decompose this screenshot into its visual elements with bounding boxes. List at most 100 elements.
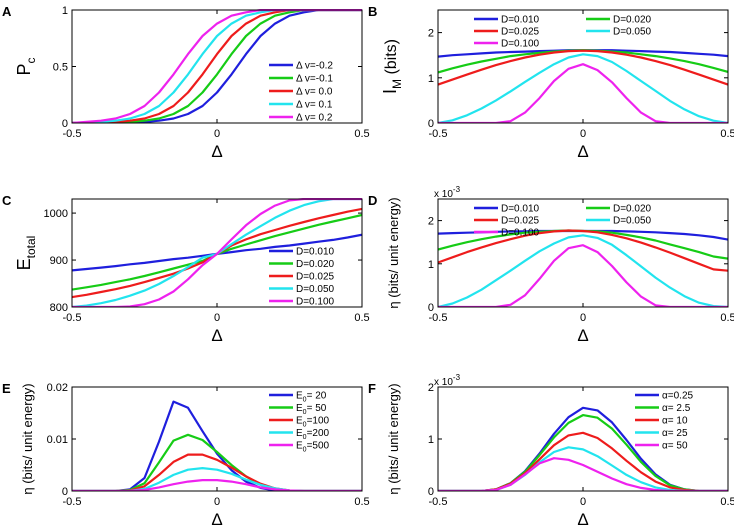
- legend-label-2: Δ v=-0.1: [296, 74, 333, 85]
- series-line-3: [438, 49, 728, 86]
- legend-label-rest: = 20: [307, 391, 327, 402]
- legend-label-5: D=0.100: [501, 39, 540, 50]
- legend-label-text: D=0.020: [613, 15, 652, 26]
- x-axis-label: Δ: [211, 510, 222, 529]
- y-tick-label: 1: [428, 434, 434, 446]
- legend-label-sym: E: [296, 403, 303, 414]
- legend-label-3: α= 10: [662, 416, 688, 427]
- y-axis-label-sub: c: [24, 57, 38, 63]
- legend-label-text: D=0.010: [501, 15, 540, 26]
- panel-letter: E: [2, 381, 11, 396]
- x-tick-label: 0.5: [354, 128, 369, 140]
- legend-label-rest: = 50: [668, 441, 688, 452]
- legend-label-text: D=0.100: [501, 39, 540, 50]
- series-line-4: [438, 446, 728, 492]
- y-axis-label-sub: M: [390, 79, 404, 89]
- legend-label-3: Δ v= 0.0: [296, 87, 333, 98]
- legend-label-1: D=0.010: [296, 247, 335, 258]
- legend-label-sub: 0: [303, 422, 307, 429]
- panel-letter: F: [368, 381, 376, 396]
- series-line-3: [438, 229, 728, 272]
- legend-label-sym: E: [296, 391, 303, 402]
- x-tick-label: -0.5: [429, 496, 448, 508]
- legend-label-rest: =0.25: [668, 391, 694, 402]
- legend-label-sub: 0: [303, 447, 307, 454]
- legend-label-sub: 0: [303, 434, 307, 441]
- legend-label-sub: 0: [303, 397, 307, 404]
- y-tick-label: 0.02: [47, 382, 68, 394]
- legend-label-text: D=0.010: [501, 204, 540, 215]
- y-axis-label-main: E: [14, 258, 34, 270]
- legend-label-text: D=0.010: [296, 247, 335, 258]
- legend-label-text: D=0.050: [613, 27, 652, 38]
- legend-label-1: α=0.25: [662, 391, 694, 402]
- legend-label-sym: α: [662, 403, 668, 414]
- legend-label-sym: E: [296, 428, 303, 439]
- series-line-4: [438, 234, 728, 308]
- panel-letter: C: [2, 193, 12, 208]
- legend-label-rest: v=-0.1: [302, 74, 333, 85]
- legend-label-rest: =200: [307, 428, 330, 439]
- x-tick-label: 0: [580, 312, 586, 324]
- axis-multiplier-exp: -3: [453, 373, 461, 382]
- series-line-4: [438, 53, 728, 124]
- y-axis-label-tail: (bits): [383, 39, 400, 79]
- x-tick-label: 0.5: [720, 496, 734, 508]
- legend-label-4: E0=200: [296, 428, 330, 441]
- y-axis-label-main: η (bits/ unit energy): [386, 383, 401, 494]
- x-tick-label: -0.5: [63, 496, 82, 508]
- x-tick-label: 0: [580, 496, 586, 508]
- y-tick-label: 900: [50, 255, 68, 267]
- legend-label-5: Δ v= 0.2: [296, 113, 333, 124]
- legend-label-rest: v=-0.2: [302, 61, 333, 72]
- x-axis-label: Δ: [577, 326, 588, 345]
- legend-label-5: D=0.100: [296, 297, 335, 308]
- x-axis-label: Δ: [577, 510, 588, 529]
- y-axis-label-sub: total: [24, 236, 38, 259]
- y-tick-label: 0: [428, 302, 434, 314]
- y-tick-label: 0: [428, 118, 434, 130]
- x-tick-label: 0: [214, 128, 220, 140]
- legend-label-rest: = 10: [668, 416, 688, 427]
- legend-label-rest: v= 0.2: [302, 113, 333, 124]
- y-tick-label: 1: [428, 73, 434, 85]
- legend-label-text: D=0.020: [613, 204, 652, 215]
- legend-label-text: D=0.050: [613, 216, 652, 227]
- x-tick-label: -0.5: [429, 128, 448, 140]
- legend-label-2: E0= 50: [296, 403, 327, 416]
- legend-label-text: D=0.050: [296, 284, 335, 295]
- axis-multiplier-base: x 10: [434, 189, 453, 200]
- panel-letter: D: [368, 193, 377, 208]
- y-tick-label: 0.5: [53, 62, 68, 74]
- legend-label-text: D=0.100: [296, 297, 335, 308]
- legend-label-5: E0=500: [296, 441, 330, 454]
- y-tick-label: 2: [428, 382, 434, 394]
- x-tick-label: -0.5: [63, 312, 82, 324]
- y-axis-label: IM (bits): [380, 39, 404, 94]
- legend-label-5: α= 50: [662, 441, 688, 452]
- y-tick-label: 1: [428, 259, 434, 271]
- legend-label-1: D=0.010: [501, 15, 540, 26]
- legend-label-rest: = 25: [668, 428, 688, 439]
- x-tick-label: -0.5: [429, 312, 448, 324]
- panel-letter: A: [2, 4, 12, 19]
- legend-label-sym: α: [662, 428, 668, 439]
- y-tick-label: 0: [428, 486, 434, 498]
- legend-label-sym: α: [662, 441, 668, 452]
- y-axis-label: η (bits/ unit energy): [386, 383, 401, 494]
- legend-label-1: Δ v=-0.2: [296, 61, 333, 72]
- legend-label-rest: v= 0.1: [302, 100, 333, 111]
- y-axis-label-main: η (bits/ unit energy): [386, 197, 401, 308]
- legend-label-2: α= 2.5: [662, 403, 691, 414]
- x-axis-label: Δ: [211, 142, 222, 161]
- series-lines: [438, 49, 728, 124]
- legend-label-4: D=0.050: [613, 27, 652, 38]
- axis-multiplier: x 10-3: [434, 185, 461, 200]
- legend-label-1: E0= 20: [296, 391, 327, 404]
